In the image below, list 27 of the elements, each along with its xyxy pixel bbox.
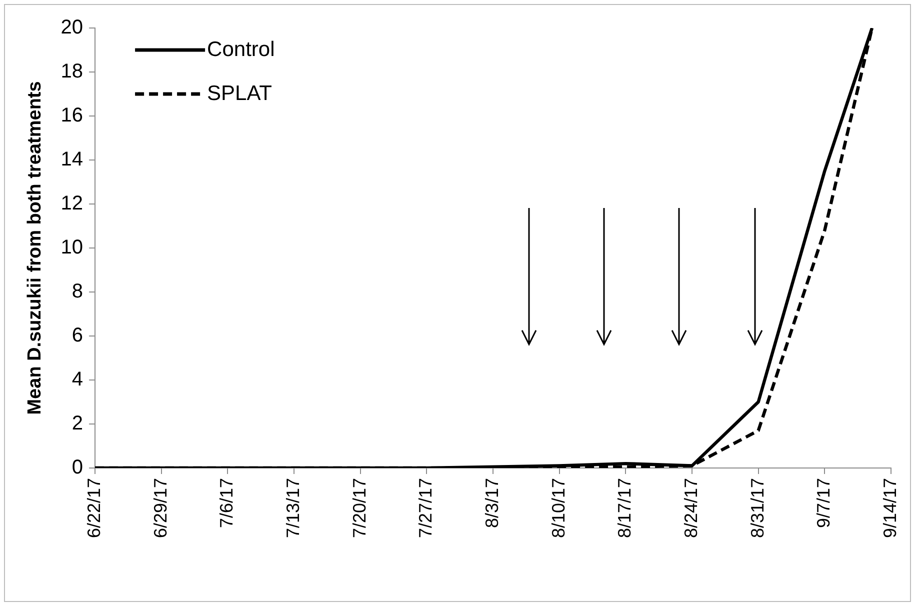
x-tick-label: 7/20/17 bbox=[349, 478, 370, 538]
y-tick-label: 14 bbox=[60, 148, 84, 170]
y-tick-label: 18 bbox=[60, 60, 84, 83]
y-axis-title: Mean D.suzukii from both treatments bbox=[24, 81, 46, 415]
y-tick-label: 0 bbox=[72, 456, 84, 478]
x-tick-label: 9/7/17 bbox=[814, 478, 834, 528]
x-tick-label: 8/3/17 bbox=[482, 478, 502, 528]
x-tick-label: 7/13/17 bbox=[283, 478, 304, 538]
x-tick-label: 7/27/17 bbox=[416, 478, 436, 538]
x-tick-label: 8/31/17 bbox=[747, 478, 768, 538]
x-tick-label: 6/22/17 bbox=[84, 478, 104, 538]
x-tick-label: 8/17/17 bbox=[614, 478, 635, 538]
y-tick-label: 6 bbox=[72, 324, 84, 346]
y-tick-label: 20 bbox=[60, 16, 84, 39]
y-tick-label: 4 bbox=[72, 368, 84, 390]
legend-label: SPLAT bbox=[207, 82, 272, 105]
y-tick-label: 16 bbox=[60, 104, 84, 127]
x-tick-label: 7/6/17 bbox=[216, 478, 237, 528]
y-tick-label: 2 bbox=[72, 412, 84, 434]
legend-label: Control bbox=[207, 38, 275, 61]
x-tick-label: 9/14/17 bbox=[880, 478, 900, 538]
x-tick-label: 6/29/17 bbox=[150, 478, 170, 538]
y-tick-label: 8 bbox=[72, 280, 84, 302]
y-tick-label: 10 bbox=[60, 236, 84, 258]
x-tick-label: 8/24/17 bbox=[680, 478, 701, 538]
y-tick-label: 12 bbox=[60, 192, 84, 214]
x-tick-label: 8/10/17 bbox=[548, 478, 568, 538]
